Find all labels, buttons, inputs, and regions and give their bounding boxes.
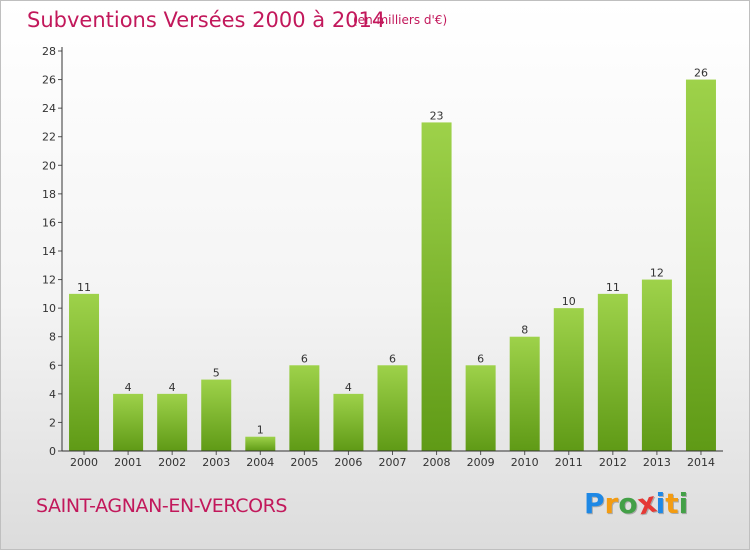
x-tick-label: 2012 xyxy=(599,456,627,469)
data-label: 5 xyxy=(213,367,220,380)
data-label: 6 xyxy=(477,352,484,365)
x-tick-label: 2000 xyxy=(70,456,98,469)
bar xyxy=(69,293,100,451)
y-tick-label: 14 xyxy=(42,245,56,258)
data-label: 1 xyxy=(257,424,264,437)
data-label: 12 xyxy=(650,267,664,280)
bar xyxy=(333,393,364,451)
bar xyxy=(245,436,276,451)
chart-subtitle: (en milliers d'€) xyxy=(353,13,448,27)
data-label: 6 xyxy=(301,352,308,365)
data-label: 6 xyxy=(389,352,396,365)
brand-letter: o xyxy=(618,487,638,520)
data-label: 4 xyxy=(125,381,132,394)
bar xyxy=(157,393,188,451)
y-tick-label: 8 xyxy=(49,331,56,344)
x-tick-label: 2003 xyxy=(202,456,230,469)
y-tick-label: 10 xyxy=(42,302,56,315)
bar xyxy=(377,365,408,451)
x-tick-label: 2013 xyxy=(643,456,671,469)
x-tick-label: 2007 xyxy=(379,456,407,469)
data-label: 4 xyxy=(345,381,352,394)
y-tick-label: 12 xyxy=(42,274,56,287)
data-label: 4 xyxy=(169,381,176,394)
x-tick-label: 2011 xyxy=(555,456,583,469)
brand-logo: Proxiti xyxy=(584,485,689,521)
y-tick-label: 22 xyxy=(42,131,56,144)
bar xyxy=(289,365,320,451)
x-tick-label: 2010 xyxy=(511,456,539,469)
data-label: 26 xyxy=(694,67,708,80)
y-tick-label: 4 xyxy=(49,388,56,401)
brand-letter: i xyxy=(655,487,666,520)
data-label: 11 xyxy=(77,281,91,294)
x-tick-label: 2004 xyxy=(246,456,274,469)
x-tick-label: 2001 xyxy=(114,456,142,469)
y-tick-label: 16 xyxy=(42,216,56,229)
x-tick-label: 2009 xyxy=(467,456,495,469)
bar-chart: 0246810121416182022242628112000420014200… xyxy=(42,45,723,469)
bar xyxy=(641,279,672,451)
data-label: 11 xyxy=(606,281,620,294)
x-tick-label: 2014 xyxy=(687,456,715,469)
x-tick-label: 2008 xyxy=(423,456,451,469)
brand-letter: i xyxy=(678,487,689,520)
y-tick-label: 18 xyxy=(42,188,56,201)
bar xyxy=(597,293,628,451)
x-tick-label: 2005 xyxy=(290,456,318,469)
y-tick-label: 20 xyxy=(42,159,56,172)
data-label: 23 xyxy=(430,109,444,122)
bar xyxy=(465,365,496,451)
bar xyxy=(201,379,232,451)
y-tick-label: 0 xyxy=(49,445,56,458)
town-name: SAINT-AGNAN-EN-VERCORS xyxy=(36,495,288,517)
data-label: 8 xyxy=(521,324,528,337)
brand-letter: P xyxy=(584,487,605,520)
brand-letter: t xyxy=(665,487,679,520)
y-tick-label: 2 xyxy=(49,416,56,429)
y-tick-label: 28 xyxy=(42,45,56,58)
chart-title: Subventions Versées 2000 à 2014 xyxy=(27,8,386,32)
y-tick-label: 24 xyxy=(42,102,56,115)
x-tick-label: 2002 xyxy=(158,456,186,469)
x-tick-label: 2006 xyxy=(334,456,362,469)
y-tick-label: 6 xyxy=(49,359,56,372)
data-label: 10 xyxy=(562,295,576,308)
y-tick-label: 26 xyxy=(42,74,56,87)
bar xyxy=(685,79,716,452)
brand-letter: r xyxy=(604,487,619,520)
bar xyxy=(113,393,144,451)
bar xyxy=(553,308,584,451)
bar xyxy=(421,122,452,451)
bar xyxy=(509,336,540,451)
